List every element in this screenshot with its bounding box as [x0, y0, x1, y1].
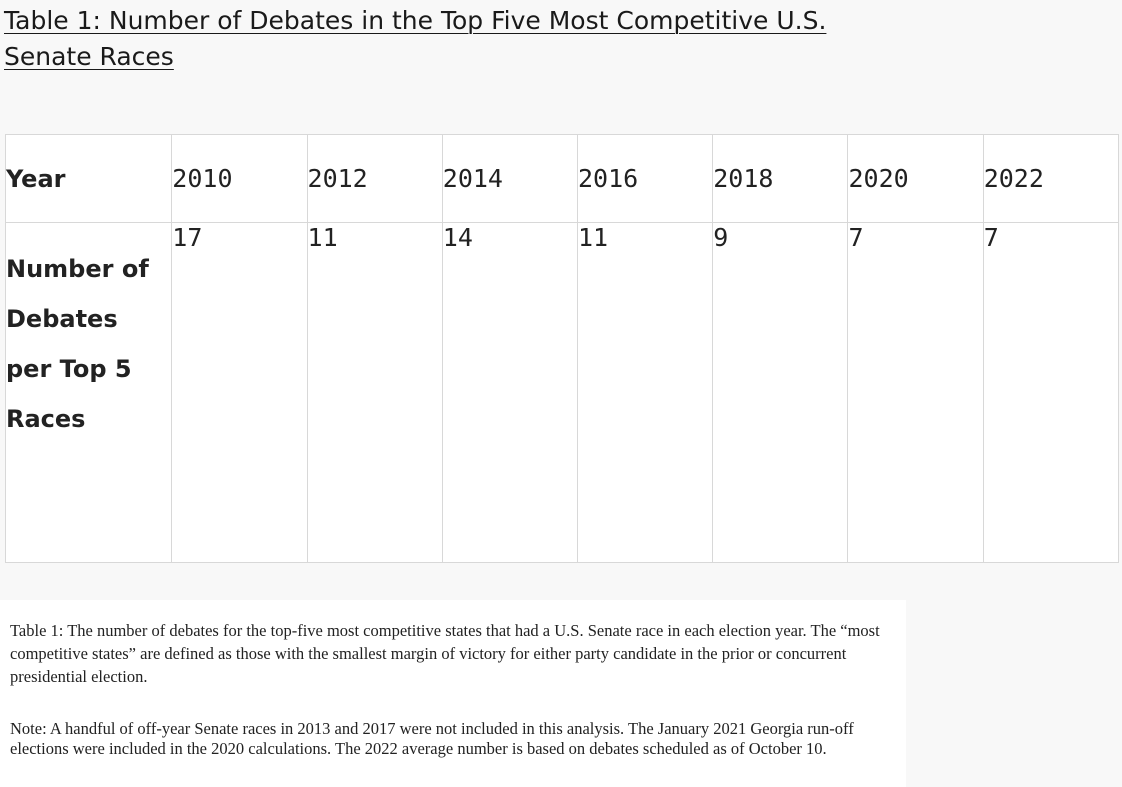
debates-table: Year 2010 2012 2014 2016 2018 2020 2022 …: [4, 134, 1120, 563]
count-cell: 7: [847, 222, 984, 563]
row-header-debate-count: Number of Debates per Top 5 Races: [4, 222, 173, 563]
table-row-year: Year 2010 2012 2014 2016 2018 2020 2022: [4, 134, 1120, 223]
count-cell: 17: [171, 222, 308, 563]
count-cell: 11: [576, 222, 714, 563]
table-note: Note: A handful of off-year Senate races…: [10, 719, 854, 758]
count-cell: 11: [306, 222, 443, 563]
count-cell: 14: [441, 222, 579, 563]
year-cell: 2018: [712, 134, 849, 223]
caption-box: Table 1: The number of debates for the t…: [0, 600, 906, 787]
table-caption: Table 1: The number of debates for the t…: [10, 621, 880, 686]
debates-table-container: Year 2010 2012 2014 2016 2018 2020 2022 …: [4, 134, 1120, 563]
count-cell: 7: [982, 222, 1120, 563]
year-cell: 2022: [982, 134, 1120, 223]
year-cell: 2012: [306, 134, 443, 223]
page-title: Table 1: Number of Debates in the Top Fi…: [4, 6, 827, 71]
year-cell: 2020: [847, 134, 984, 223]
year-cell: 2016: [576, 134, 714, 223]
table-row-debate-count: Number of Debates per Top 5 Races 17 11 …: [4, 222, 1120, 563]
count-cell: 9: [712, 222, 849, 563]
year-cell: 2010: [171, 134, 308, 223]
row-header-year: Year: [4, 134, 173, 223]
year-cell: 2014: [441, 134, 579, 223]
